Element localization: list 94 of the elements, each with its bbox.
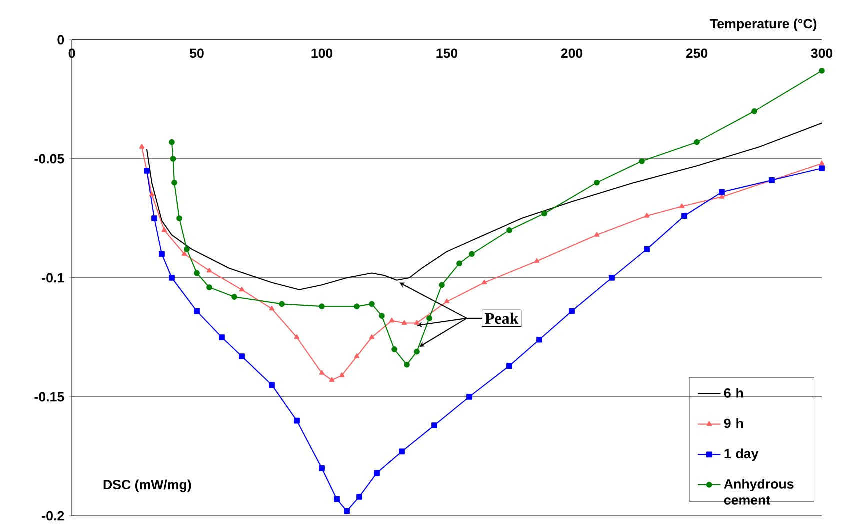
point: [329, 377, 335, 382]
point: [239, 354, 245, 360]
point: [319, 304, 325, 310]
point: [392, 346, 398, 352]
point: [232, 294, 238, 300]
point: [319, 465, 325, 472]
point: [752, 108, 758, 114]
point: [389, 318, 395, 323]
point: [379, 313, 385, 320]
point: [569, 308, 575, 314]
point: [354, 354, 360, 358]
point: [644, 213, 650, 218]
point: [139, 144, 145, 149]
point: [534, 258, 540, 264]
point: [176, 216, 182, 222]
y-axis-title: DSC (mW/mg): [104, 480, 192, 492]
point: [369, 334, 375, 340]
point: [294, 418, 300, 424]
point: [194, 308, 200, 314]
x-tick-label: 250: [686, 48, 708, 58]
point: [219, 334, 225, 340]
point: [149, 192, 155, 196]
legend-label: Anhydrous cement: [724, 479, 794, 505]
point: [344, 508, 350, 514]
point: [439, 282, 445, 288]
x-tick-label: 200: [561, 48, 583, 58]
point: [819, 68, 825, 74]
point: [469, 251, 475, 258]
point: [819, 160, 825, 166]
point: [506, 227, 512, 234]
point: [206, 268, 212, 273]
point: [269, 306, 275, 311]
legend-label: 9 h: [724, 418, 744, 428]
point: [152, 216, 158, 222]
point: [639, 158, 645, 164]
point: [159, 251, 165, 258]
point: [206, 284, 212, 290]
y-tick-label: -0.1: [42, 273, 64, 283]
point: [172, 180, 178, 186]
point: [536, 336, 542, 343]
x-axis-title: Temperature (°C): [710, 18, 817, 32]
y-tick-label: -0.2: [42, 511, 64, 521]
point: [444, 298, 450, 304]
y-tick-label: 0: [58, 35, 64, 45]
point: [319, 370, 325, 375]
point: [354, 304, 360, 310]
point: [644, 246, 650, 252]
x-tick-label: 150: [436, 48, 458, 58]
point: [594, 180, 600, 186]
point: [194, 270, 200, 276]
x-tick-label: 100: [312, 48, 333, 58]
point: [679, 204, 685, 208]
point: [339, 372, 345, 378]
point: [426, 316, 432, 322]
point: [404, 362, 410, 368]
point: [144, 168, 150, 174]
point: [169, 275, 175, 281]
point: [162, 227, 168, 232]
y-tick-label: -0.15: [34, 392, 64, 402]
annotation: Peak: [485, 312, 519, 324]
point: [609, 275, 615, 281]
point: [682, 213, 688, 220]
x-tick-label: 300: [811, 48, 833, 58]
point: [719, 189, 725, 196]
point: [399, 448, 405, 455]
point: [184, 246, 190, 252]
y-tick-label: -0.05: [34, 154, 64, 164]
point: [294, 334, 300, 340]
point: [402, 320, 408, 325]
point: [456, 260, 462, 267]
point: [239, 286, 245, 292]
point: [279, 301, 285, 308]
point: [369, 301, 375, 308]
point: [506, 363, 512, 369]
point: [170, 156, 176, 162]
point: [182, 251, 188, 256]
point: [414, 348, 420, 355]
point: [414, 320, 420, 325]
point: [482, 280, 488, 284]
point: [269, 382, 275, 388]
point: [542, 210, 548, 217]
point: [594, 232, 600, 237]
point: [432, 422, 438, 428]
point: [169, 139, 175, 146]
x-tick-label: 50: [190, 48, 204, 58]
point: [819, 166, 825, 172]
point: [466, 394, 472, 400]
point: [334, 496, 340, 502]
point: [374, 470, 380, 476]
x-tick-label: 0: [68, 48, 76, 58]
point: [694, 139, 700, 146]
legend-label: 6 h: [724, 388, 744, 398]
legend-label: 1 day: [724, 448, 759, 462]
point: [356, 494, 362, 500]
